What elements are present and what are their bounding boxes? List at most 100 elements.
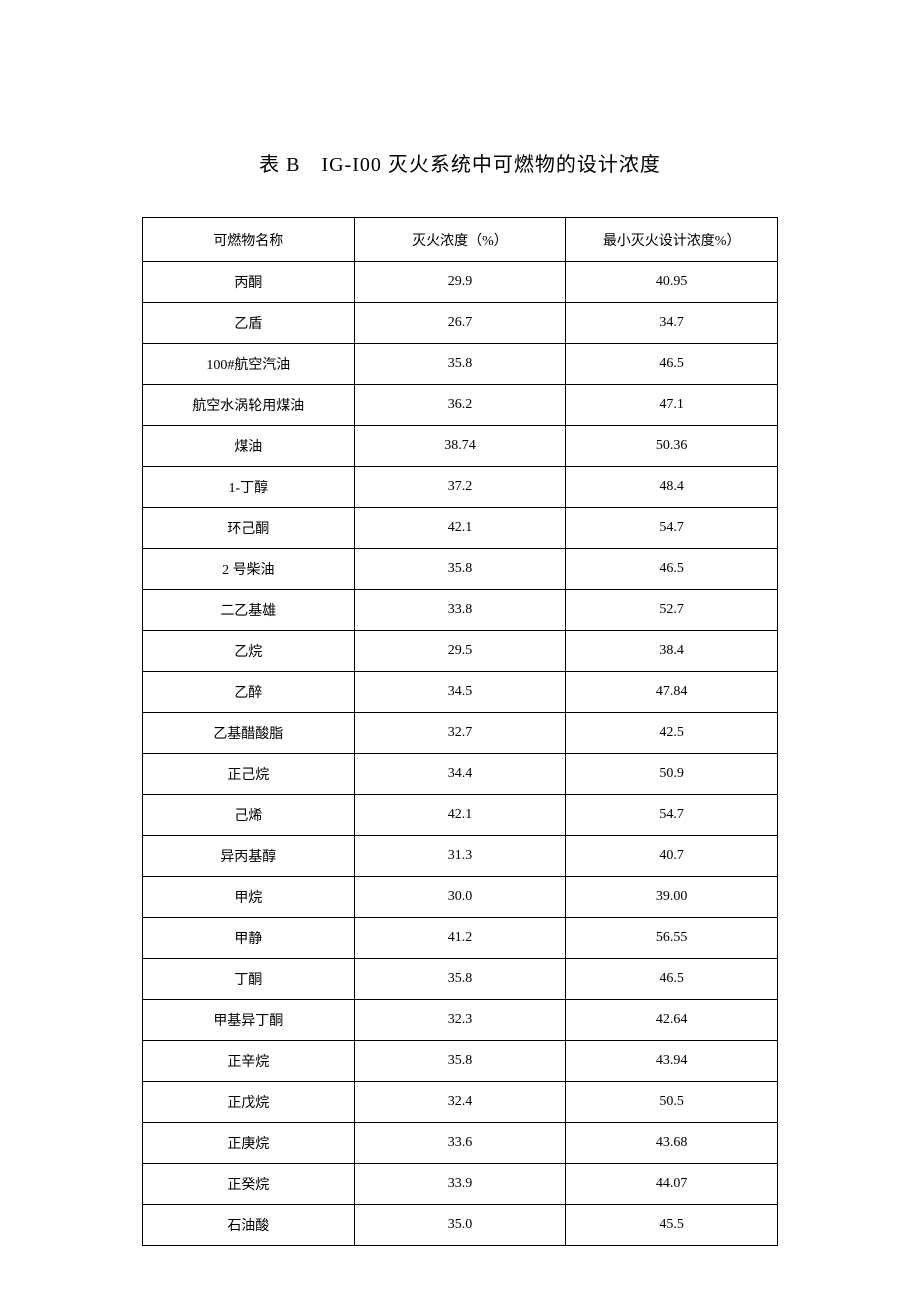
table-row: 二乙基雄33.852.7 xyxy=(143,590,778,631)
cell-concentration: 26.7 xyxy=(354,303,566,344)
concentration-table: 可燃物名称 灭火浓度（%） 最小灭火设计浓度%） 丙酮29.940.95乙盾26… xyxy=(142,217,778,1246)
cell-name: 丁酮 xyxy=(143,959,355,1000)
table-row: 2 号柴油35.846.5 xyxy=(143,549,778,590)
cell-name: 二乙基雄 xyxy=(143,590,355,631)
table-row: 正戊烷32.450.5 xyxy=(143,1082,778,1123)
cell-name: 正庚烷 xyxy=(143,1123,355,1164)
cell-design-concentration: 42.5 xyxy=(566,713,778,754)
cell-concentration: 32.7 xyxy=(354,713,566,754)
table-row: 正癸烷33.944.07 xyxy=(143,1164,778,1205)
table-row: 乙醉34.547.84 xyxy=(143,672,778,713)
table-row: 乙烷29.538.4 xyxy=(143,631,778,672)
cell-design-concentration: 46.5 xyxy=(566,549,778,590)
table-row: 丁酮35.846.5 xyxy=(143,959,778,1000)
cell-name: 异丙基醇 xyxy=(143,836,355,877)
cell-concentration: 30.0 xyxy=(354,877,566,918)
cell-design-concentration: 56.55 xyxy=(566,918,778,959)
cell-design-concentration: 38.4 xyxy=(566,631,778,672)
cell-name: 1-丁醇 xyxy=(143,467,355,508)
cell-name: 100#航空汽油 xyxy=(143,344,355,385)
cell-design-concentration: 46.5 xyxy=(566,344,778,385)
cell-concentration: 42.1 xyxy=(354,795,566,836)
table-row: 正庚烷33.643.68 xyxy=(143,1123,778,1164)
cell-design-concentration: 44.07 xyxy=(566,1164,778,1205)
cell-name: 甲烷 xyxy=(143,877,355,918)
cell-concentration: 29.5 xyxy=(354,631,566,672)
table-row: 异丙基醇31.340.7 xyxy=(143,836,778,877)
cell-concentration: 33.8 xyxy=(354,590,566,631)
table-row: 环己酮42.154.7 xyxy=(143,508,778,549)
cell-concentration: 34.5 xyxy=(354,672,566,713)
cell-concentration: 29.9 xyxy=(354,262,566,303)
cell-concentration: 36.2 xyxy=(354,385,566,426)
cell-design-concentration: 50.5 xyxy=(566,1082,778,1123)
table-row: 1-丁醇37.248.4 xyxy=(143,467,778,508)
cell-name: 甲静 xyxy=(143,918,355,959)
cell-design-concentration: 50.36 xyxy=(566,426,778,467)
header-design-concentration: 最小灭火设计浓度%） xyxy=(566,218,778,262)
cell-name: 2 号柴油 xyxy=(143,549,355,590)
cell-design-concentration: 52.7 xyxy=(566,590,778,631)
cell-name: 石油酸 xyxy=(143,1205,355,1246)
cell-design-concentration: 47.1 xyxy=(566,385,778,426)
cell-design-concentration: 42.64 xyxy=(566,1000,778,1041)
cell-design-concentration: 50.9 xyxy=(566,754,778,795)
cell-concentration: 38.74 xyxy=(354,426,566,467)
cell-name: 乙烷 xyxy=(143,631,355,672)
cell-name: 正癸烷 xyxy=(143,1164,355,1205)
cell-name: 正己烷 xyxy=(143,754,355,795)
cell-design-concentration: 40.95 xyxy=(566,262,778,303)
table-row: 乙基醋酸脂32.742.5 xyxy=(143,713,778,754)
table-row: 己烯42.154.7 xyxy=(143,795,778,836)
cell-name: 甲基异丁酮 xyxy=(143,1000,355,1041)
table-header-row: 可燃物名称 灭火浓度（%） 最小灭火设计浓度%） xyxy=(143,218,778,262)
cell-design-concentration: 34.7 xyxy=(566,303,778,344)
cell-concentration: 35.8 xyxy=(354,344,566,385)
cell-name: 己烯 xyxy=(143,795,355,836)
cell-concentration: 34.4 xyxy=(354,754,566,795)
cell-design-concentration: 43.68 xyxy=(566,1123,778,1164)
table-row: 正辛烷35.843.94 xyxy=(143,1041,778,1082)
table-row: 乙盾26.734.7 xyxy=(143,303,778,344)
cell-name: 乙醉 xyxy=(143,672,355,713)
table-row: 石油酸35.045.5 xyxy=(143,1205,778,1246)
cell-concentration: 37.2 xyxy=(354,467,566,508)
header-concentration: 灭火浓度（%） xyxy=(354,218,566,262)
cell-name: 煤油 xyxy=(143,426,355,467)
table-row: 100#航空汽油35.846.5 xyxy=(143,344,778,385)
cell-name: 乙基醋酸脂 xyxy=(143,713,355,754)
cell-name: 环己酮 xyxy=(143,508,355,549)
cell-concentration: 35.8 xyxy=(354,1041,566,1082)
cell-name: 正辛烷 xyxy=(143,1041,355,1082)
cell-concentration: 35.8 xyxy=(354,959,566,1000)
table-row: 甲静41.256.55 xyxy=(143,918,778,959)
cell-concentration: 35.8 xyxy=(354,549,566,590)
cell-design-concentration: 39.00 xyxy=(566,877,778,918)
cell-concentration: 33.6 xyxy=(354,1123,566,1164)
table-title: 表 B IG-I00 灭火系统中可燃物的设计浓度 xyxy=(0,148,920,177)
cell-design-concentration: 47.84 xyxy=(566,672,778,713)
cell-design-concentration: 43.94 xyxy=(566,1041,778,1082)
cell-name: 航空水涡轮用煤油 xyxy=(143,385,355,426)
table-row: 甲烷30.039.00 xyxy=(143,877,778,918)
cell-design-concentration: 54.7 xyxy=(566,508,778,549)
table-body: 丙酮29.940.95乙盾26.734.7100#航空汽油35.846.5航空水… xyxy=(143,262,778,1246)
cell-name: 丙酮 xyxy=(143,262,355,303)
cell-concentration: 41.2 xyxy=(354,918,566,959)
table-row: 丙酮29.940.95 xyxy=(143,262,778,303)
table-row: 航空水涡轮用煤油36.247.1 xyxy=(143,385,778,426)
cell-name: 正戊烷 xyxy=(143,1082,355,1123)
cell-concentration: 42.1 xyxy=(354,508,566,549)
table-row: 甲基异丁酮32.342.64 xyxy=(143,1000,778,1041)
cell-design-concentration: 40.7 xyxy=(566,836,778,877)
cell-design-concentration: 45.5 xyxy=(566,1205,778,1246)
cell-design-concentration: 46.5 xyxy=(566,959,778,1000)
cell-concentration: 32.4 xyxy=(354,1082,566,1123)
cell-concentration: 31.3 xyxy=(354,836,566,877)
cell-concentration: 33.9 xyxy=(354,1164,566,1205)
cell-design-concentration: 48.4 xyxy=(566,467,778,508)
table-row: 煤油38.7450.36 xyxy=(143,426,778,467)
table-row: 正己烷34.450.9 xyxy=(143,754,778,795)
header-name: 可燃物名称 xyxy=(143,218,355,262)
cell-concentration: 32.3 xyxy=(354,1000,566,1041)
